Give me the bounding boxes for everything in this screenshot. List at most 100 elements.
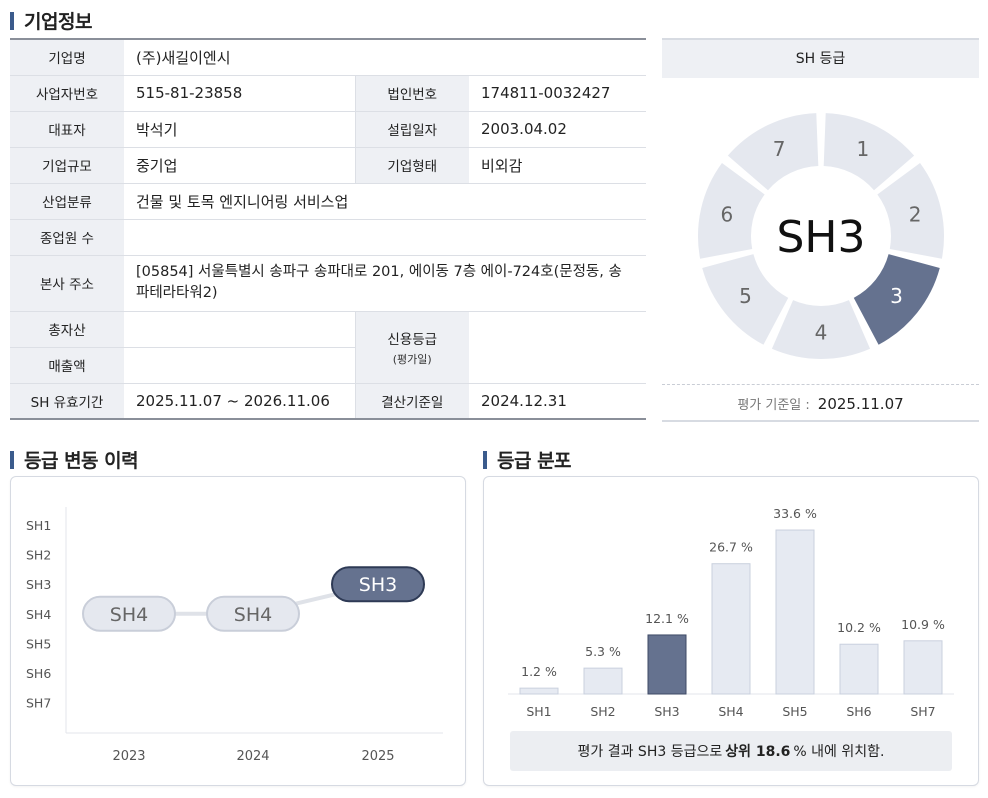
eval-date-label: 평가 기준일 : xyxy=(737,398,810,413)
corpno-value: 174811-0032427 xyxy=(469,75,647,112)
dist-bar-SH3 xyxy=(647,634,687,695)
history-y-tick: SH4 xyxy=(26,607,51,622)
dist-bar-SH6 xyxy=(839,643,879,695)
table-row: 종업원 수 xyxy=(10,219,647,256)
table-row: 기업규모 중기업 기업형태 비외감 xyxy=(10,147,647,184)
eval-date-value: 2025.11.07 xyxy=(817,394,904,413)
dist-category-label: SH4 xyxy=(718,704,743,719)
bizno-value: 515-81-23858 xyxy=(124,75,355,112)
donut-segment-1 xyxy=(823,113,915,191)
corpno-label: 법인번호 xyxy=(354,75,469,112)
dist-category-label: SH3 xyxy=(654,704,679,719)
history-point-label: SH4 xyxy=(110,604,148,626)
table-row: 매출액 xyxy=(10,347,646,384)
address-value: [05854] 서울특별시 송파구 송파대로 201, 에이동 7층 에이-72… xyxy=(124,255,647,312)
table-row: 사업자번호 515-81-23858 법인번호 174811-0032427 xyxy=(10,75,647,112)
history-point-label: SH4 xyxy=(234,604,272,626)
donut-segment-label: 2 xyxy=(909,203,922,227)
company-info-title: 기업정보 xyxy=(10,7,92,34)
history-x-tick: 2023 xyxy=(112,749,145,764)
validity-value: 2025.11.07 ~ 2026.11.06 xyxy=(124,383,355,420)
founded-label: 설립일자 xyxy=(354,111,469,148)
distribution-chart: 1.2 % SH1 5.3 % SH2 12.1 % SH3 26.7 % SH4 33.6 %… xyxy=(508,506,954,719)
distribution-title-text: 등급 분포 xyxy=(497,450,572,472)
sales-label: 매출액 xyxy=(10,347,124,384)
donut-segment-3 xyxy=(853,254,940,345)
employees-value xyxy=(124,219,647,256)
credit-label: 신용등급 xyxy=(387,331,438,348)
settlement-value: 2024.12.31 xyxy=(469,383,647,420)
dist-value-label: 10.9 % xyxy=(901,617,945,632)
dist-category-label: SH7 xyxy=(910,704,935,719)
donut-segment-label: 5 xyxy=(739,284,752,308)
history-y-tick: SH7 xyxy=(26,696,51,711)
current-grade-text: SH3 xyxy=(776,212,865,263)
dist-bar-SH2 xyxy=(583,667,623,695)
distribution-title: 등급 분포 xyxy=(483,446,572,473)
dist-value-label: 33.6 % xyxy=(773,506,817,521)
eval-date-row: 평가 기준일 : 2025.11.07 xyxy=(662,384,979,422)
address-label: 본사 주소 xyxy=(10,255,124,312)
donut-segment-label: 6 xyxy=(721,203,734,227)
ceo-label: 대표자 xyxy=(10,111,124,148)
company-info-table: 기업명 (주)새길이엔시 사업자번호 515-81-23858 법인번호 174… xyxy=(10,38,647,420)
credit-note: (평가일) xyxy=(392,352,432,366)
type-label: 기업형태 xyxy=(354,147,469,184)
company-info-title-text: 기업정보 xyxy=(24,11,92,33)
donut-segment-7 xyxy=(727,113,819,191)
industry-label: 산업분류 xyxy=(10,183,124,220)
dist-bar-SH5 xyxy=(775,529,815,695)
title-accent-bar xyxy=(10,450,14,469)
history-y-tick: SH3 xyxy=(26,577,51,592)
dist-category-label: SH1 xyxy=(526,704,551,719)
type-value: 비외감 xyxy=(469,147,647,184)
donut-segment-4 xyxy=(771,300,871,360)
donut-segment-label: 3 xyxy=(890,284,903,308)
settlement-label: 결산기준일 xyxy=(354,383,469,420)
table-row: 본사 주소 [05854] 서울특별시 송파구 송파대로 201, 에이동 7층… xyxy=(10,255,647,312)
history-point-2023 xyxy=(82,595,176,632)
table-row: 산업분류 건물 및 토목 엔지니어링 서비스업 xyxy=(10,183,647,220)
donut-segment-label: 4 xyxy=(815,321,828,345)
table-row: 대표자 박석기 설립일자 2003.04.02 xyxy=(10,111,647,148)
table-row: 기업명 (주)새길이엔시 xyxy=(10,39,647,76)
history-point-2024 xyxy=(206,595,300,632)
validity-label: SH 유효기간 xyxy=(10,383,124,420)
dist-value-label: 10.2 % xyxy=(837,620,881,635)
history-chart: SH1 SH2 SH3 SH4 SH5 SH6 SH7 2023 2024 2025 SH4 SH4 S… xyxy=(26,507,443,764)
ceo-value: 박석기 xyxy=(124,111,355,148)
credit-value xyxy=(469,311,647,384)
title-accent-bar xyxy=(483,450,487,469)
sh-grade-panel: SH 등급 1 2 3 4 5 6 7 SH3 평가 기준일 : 2025.11.07 xyxy=(662,38,979,422)
history-point-label: SH3 xyxy=(359,574,397,596)
summary-suffix: % 내에 위치함. xyxy=(793,744,885,760)
history-card: SH1 SH2 SH3 SH4 SH5 SH6 SH7 2023 2024 2025 SH4 SH4 S… xyxy=(10,476,466,786)
title-accent-bar xyxy=(10,11,14,30)
history-title: 등급 변동 이력 xyxy=(10,446,139,473)
assets-label: 총자산 xyxy=(10,311,124,348)
grade-donut: 1 2 3 4 5 6 7 SH3 xyxy=(698,113,944,360)
distribution-card: 1.2 % SH1 5.3 % SH2 12.1 % SH3 26.7 % SH4 33.6 %… xyxy=(483,476,979,786)
sh-grade-title: SH 등급 xyxy=(662,40,979,78)
history-title-text: 등급 변동 이력 xyxy=(24,450,139,472)
dist-bar-SH4 xyxy=(711,563,751,695)
bizno-label: 사업자번호 xyxy=(10,75,124,112)
summary-prefix: 평가 결과 SH3 등급으로 xyxy=(577,744,723,760)
employees-label: 종업원 수 xyxy=(10,219,124,256)
history-x-tick: 2025 xyxy=(361,749,394,764)
dist-value-label: 12.1 % xyxy=(645,611,689,626)
history-x-tick: 2024 xyxy=(236,749,269,764)
dist-category-label: SH5 xyxy=(782,704,807,719)
donut-segment-5 xyxy=(702,254,789,345)
dist-value-label: 26.7 % xyxy=(709,540,753,555)
donut-segment-2 xyxy=(877,163,944,259)
history-y-tick: SH6 xyxy=(26,666,51,681)
history-y-tick: SH2 xyxy=(26,548,51,563)
dist-bar-SH1 xyxy=(519,687,559,695)
donut-segment-6 xyxy=(698,163,765,259)
size-value: 중기업 xyxy=(124,147,355,184)
summary-bold: 상위 18.6 xyxy=(725,744,791,760)
history-y-tick: SH1 xyxy=(26,518,51,533)
company-name-value: (주)새길이엔시 xyxy=(124,39,647,76)
credit-label-cell: 신용등급 (평가일) xyxy=(354,311,469,384)
